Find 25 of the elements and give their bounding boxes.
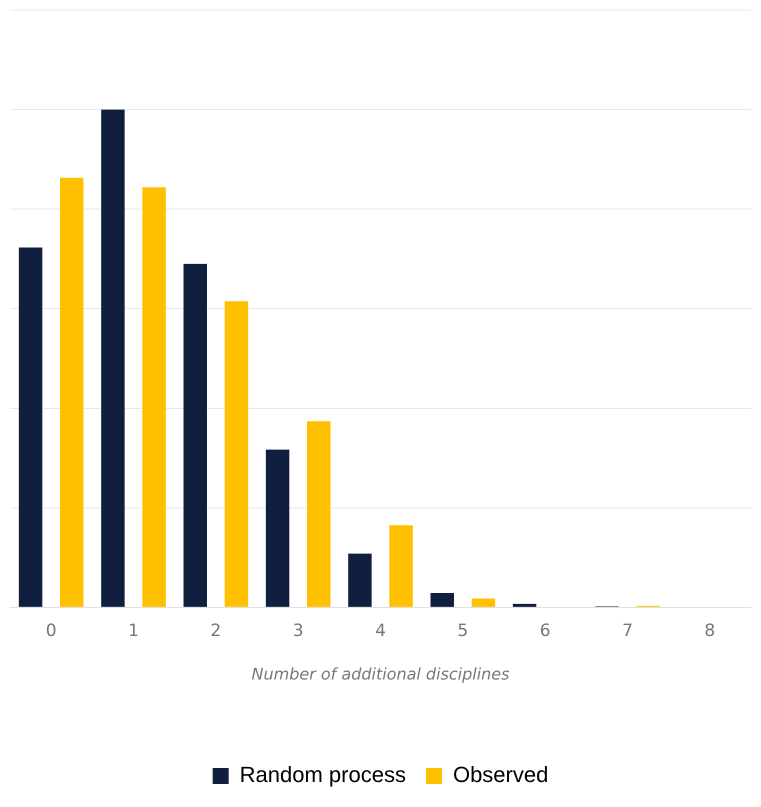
- legend-label: Observed: [452, 762, 548, 788]
- bar: [472, 598, 496, 607]
- bar: [60, 178, 84, 607]
- x-tick-label: 5: [457, 621, 468, 642]
- bar: [184, 264, 207, 607]
- x-tick-label: 8: [704, 621, 716, 642]
- x-tick-label: 1: [128, 621, 139, 642]
- x-tick-label: 0: [46, 621, 57, 642]
- x-tick-label: 6: [540, 621, 551, 642]
- x-tick-label: 4: [375, 621, 386, 642]
- bar: [348, 554, 372, 607]
- bar: [18, 247, 42, 607]
- bar: [101, 110, 125, 607]
- x-axis-title: Number of additional disciplines: [252, 664, 510, 684]
- bar: [389, 525, 413, 607]
- bar: [142, 187, 166, 607]
- x-tick-label: 7: [622, 621, 633, 642]
- bar: [224, 301, 248, 607]
- bar: [307, 421, 330, 607]
- bar: [512, 604, 536, 607]
- bar: [266, 450, 290, 607]
- x-tick-label: 3: [292, 621, 304, 642]
- legend-label: Random process: [240, 762, 406, 788]
- x-tick-label: 2: [210, 621, 222, 642]
- bar: [430, 592, 454, 607]
